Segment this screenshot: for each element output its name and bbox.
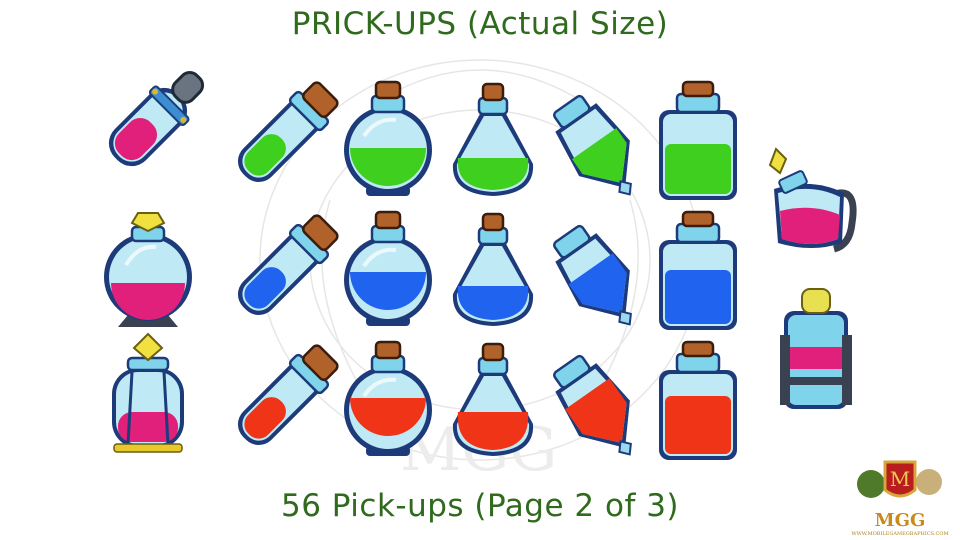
test-tube-blue[interactable]: [220, 214, 340, 330]
square-jar-blue[interactable]: [653, 208, 743, 333]
logo-url: WWW.MOBILEGAMEGRAPHICS.COM: [851, 531, 949, 537]
pear-flask-red[interactable]: [443, 338, 543, 463]
page-title: PRICK-UPS (Actual Size): [291, 6, 669, 42]
framed-tube-pink[interactable]: [776, 285, 856, 415]
page-subtitle: 56 Pick-ups (Page 2 of 3): [280, 488, 680, 524]
svg-text:M: M: [890, 467, 910, 491]
round-flask-red[interactable]: [338, 338, 438, 463]
mgg-logo: M MGG WWW.MOBILEGAMEGRAPHICS.COM: [850, 456, 950, 538]
logo-emblem-icon: M: [857, 460, 942, 498]
test-tube-red[interactable]: [220, 344, 340, 460]
gem-bottle-red[interactable]: [538, 342, 648, 462]
syringe-vial-pink[interactable]: [88, 70, 208, 182]
logo-letters: MGG: [874, 510, 926, 531]
pear-flask-blue[interactable]: [443, 208, 543, 333]
test-tube-green[interactable]: [220, 81, 340, 197]
gem-bottle-blue[interactable]: [538, 212, 648, 332]
square-jar-red[interactable]: [653, 338, 743, 463]
gem-bottle-green[interactable]: [538, 82, 648, 202]
square-jar-green[interactable]: [653, 78, 743, 203]
round-jar-pink[interactable]: [98, 205, 198, 330]
round-flask-blue[interactable]: [338, 208, 438, 333]
teapot-flask-pink[interactable]: [762, 145, 862, 260]
round-flask-green[interactable]: [338, 78, 438, 203]
pear-flask-green[interactable]: [443, 78, 543, 203]
lantern-bottle-pink[interactable]: [98, 332, 198, 457]
